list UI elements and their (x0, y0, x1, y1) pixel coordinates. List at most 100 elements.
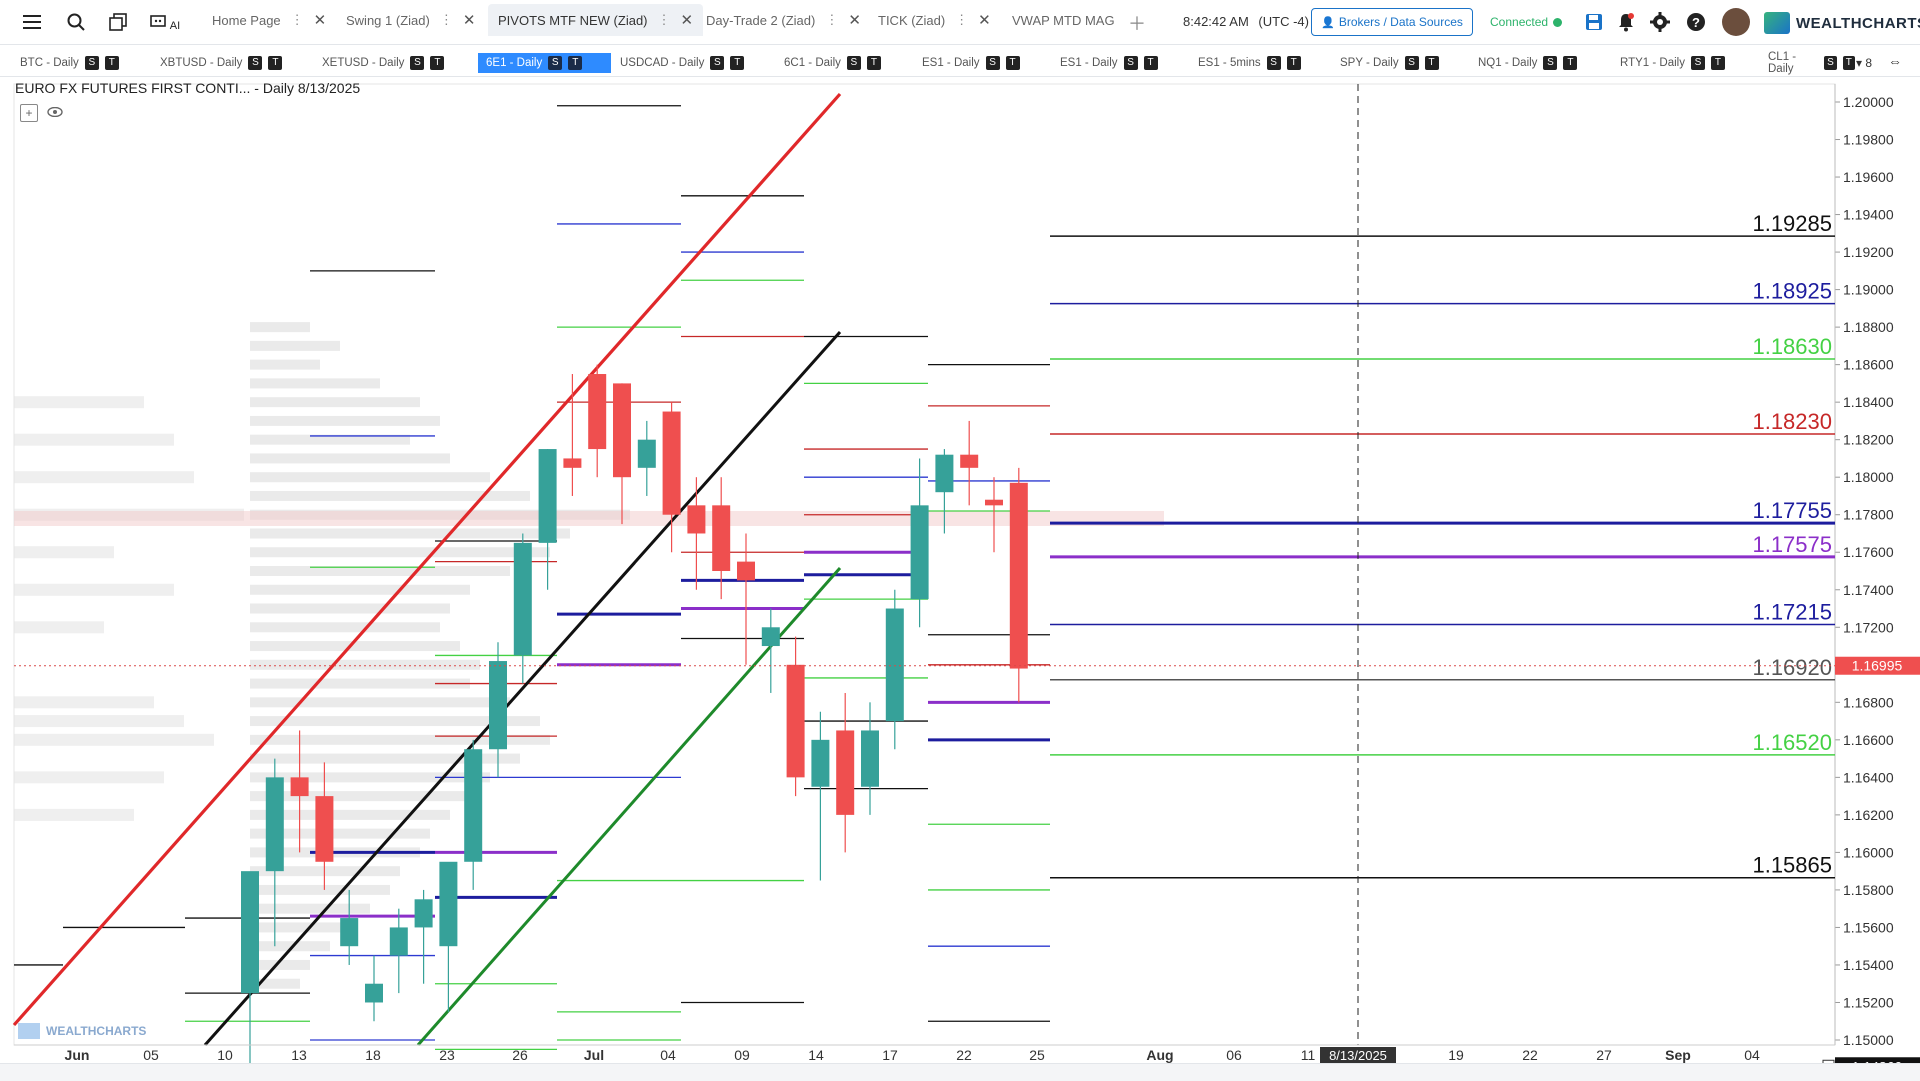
search-icon[interactable] (62, 8, 90, 36)
symbol-settings-badge[interactable]: S (1123, 56, 1138, 70)
symbol-tab[interactable]: RTY1 - Daily S T (1612, 53, 1742, 73)
y-tick-label: 1.16600 (1843, 732, 1894, 748)
brokers-data-sources-button[interactable]: 👤 Brokers / Data Sources (1311, 8, 1473, 36)
candle-body (464, 749, 483, 862)
symbol-trade-badge[interactable]: T (730, 56, 745, 70)
y-tick-label: 1.20000 (1843, 94, 1894, 110)
bell-icon[interactable] (1614, 10, 1638, 34)
price-chart[interactable]: 1.20000 1.19800 1.19600 1.19400 1.19200 1.190… (0, 80, 1920, 1063)
close-icon[interactable]: ✕ (462, 12, 476, 29)
x-axis: Jun 05 10 13 18 23 26 Jul 04 09 14 17 22 25 Aug 06 11 19 2… (14, 1044, 1835, 1063)
tab-home-page[interactable]: Home Page ⋮ ✕ (202, 4, 336, 36)
symbol-trade-badge[interactable]: T (568, 56, 583, 70)
tab-menu-icon[interactable]: ⋮ (439, 12, 453, 27)
connection-status-label: Connected (1490, 15, 1549, 29)
close-icon[interactable]: ✕ (680, 12, 694, 29)
add-tab-icon[interactable]: ＋ (1128, 14, 1146, 34)
symbol-tab[interactable]: ES1 - 5mins S T (1190, 53, 1320, 73)
symbol-settings-badge[interactable]: S (846, 56, 861, 70)
symbol-settings-badge[interactable]: S (1404, 56, 1419, 70)
connection-status: Connected (1490, 15, 1563, 29)
crosshair-price-tag (1835, 1057, 1920, 1063)
symbol-settings-badge[interactable]: S (1543, 56, 1558, 70)
volume-profile-bar (250, 641, 460, 652)
candle-body (315, 796, 334, 862)
gear-icon[interactable] (1648, 10, 1672, 34)
layouts-icon[interactable] (104, 8, 132, 36)
symbol-tab[interactable]: XBTUSD - Daily S T (152, 53, 292, 73)
candle (265, 758, 284, 947)
symbol-trade-badge[interactable]: T (1005, 56, 1020, 70)
candle (290, 730, 309, 853)
candle (637, 420, 656, 496)
symbol-trade-badge[interactable]: T (104, 56, 119, 70)
symbol-tab[interactable]: BTC - Daily S T (12, 53, 130, 73)
tab-day-trade-2[interactable]: Day-Trade 2 (Ziad) ⋮ ✕ (696, 4, 871, 36)
symbol-tab[interactable]: NQ1 - Daily S T (1470, 53, 1590, 73)
symbol-trade-badge[interactable]: T (1842, 56, 1856, 70)
symbol-tab[interactable]: 6E1 - Daily S T (478, 53, 611, 73)
candle-body (365, 983, 383, 1003)
tab-pivots-mtf-new[interactable]: PIVOTS MTF NEW (Ziad) ⋮ ✕ (488, 4, 704, 36)
symbol-settings-badge[interactable]: S (985, 56, 1000, 70)
volume-profile-bar (250, 322, 310, 333)
close-icon[interactable]: ✕ (848, 12, 861, 29)
y-tick-label: 1.15000 (1843, 1032, 1894, 1048)
ai-assistant-icon[interactable]: AI (148, 8, 182, 36)
symbol-trade-badge[interactable]: T (430, 56, 445, 70)
candle (538, 449, 557, 590)
tab-menu-icon[interactable]: ⋮ (825, 12, 839, 27)
y-tick-label: 1.19200 (1843, 244, 1894, 260)
symbol-tab[interactable]: XETUSD - Daily S T (314, 53, 459, 73)
pivot-label: 1.19285 (1752, 211, 1832, 236)
volume-profile-bar (250, 716, 540, 727)
save-icon[interactable] (1582, 10, 1606, 34)
candle-body (662, 411, 681, 515)
close-icon[interactable]: ✕ (978, 12, 991, 29)
help-icon[interactable]: ? (1684, 10, 1708, 34)
tab-vwap-mtd[interactable]: VWAP MTD MAG (1002, 4, 1114, 36)
tab-tick[interactable]: TICK (Ziad) ⋮ ✕ (868, 4, 1001, 36)
symbol-overflow-count[interactable]: ▾ 8 (1856, 56, 1873, 70)
last-price-label: 1.16995 (1852, 658, 1903, 674)
symbol-trade-badge[interactable]: T (866, 56, 881, 70)
expand-icon[interactable]: ⇔ (1888, 53, 1902, 69)
symbol-trade-badge[interactable]: T (1424, 56, 1439, 70)
volume-profile-bar (250, 678, 470, 689)
avatar[interactable] (1722, 8, 1750, 36)
symbol-settings-badge[interactable]: S (1690, 56, 1705, 70)
channel-line (416, 567, 842, 1046)
symbol-settings-badge[interactable]: S (410, 56, 425, 70)
symbol-settings-badge[interactable]: S (248, 56, 263, 70)
candle (340, 889, 359, 965)
symbol-tab[interactable]: CL1 - Daily S T (1760, 51, 1856, 75)
symbol-tab-label: ES1 - Daily (922, 57, 980, 69)
x-tick-label: 04 (660, 1047, 676, 1063)
close-icon[interactable]: ✕ (313, 12, 327, 29)
symbol-trade-badge[interactable]: T (268, 56, 283, 70)
eye-icon[interactable] (46, 104, 64, 120)
symbol-settings-badge[interactable]: S (1266, 56, 1281, 70)
symbol-trade-badge[interactable]: T (1710, 56, 1725, 70)
tab-menu-icon[interactable]: ⋮ (955, 12, 969, 27)
symbol-settings-badge[interactable]: S (84, 56, 99, 70)
channel-line (203, 331, 842, 1046)
tab-swing-1[interactable]: Swing 1 (Ziad) ⋮ ✕ (336, 4, 485, 36)
symbol-settings-badge[interactable]: S (710, 56, 725, 70)
symbol-settings-badge[interactable]: S (1824, 56, 1837, 70)
candle-body (836, 730, 855, 815)
add-indicator-icon[interactable]: + (20, 104, 38, 122)
symbol-trade-badge[interactable]: T (1286, 56, 1301, 70)
symbol-trade-badge[interactable]: T (1143, 56, 1158, 70)
symbol-tab[interactable]: SPY - Daily S T (1332, 53, 1452, 73)
symbol-tab[interactable]: 6C1 - Daily S T (776, 53, 896, 73)
candle-body (712, 505, 731, 571)
menu-icon[interactable] (18, 8, 46, 36)
tab-menu-icon[interactable]: ⋮ (657, 12, 671, 27)
symbol-trade-badge[interactable]: T (1563, 56, 1578, 70)
symbol-tab[interactable]: ES1 - Daily S T (914, 53, 1034, 73)
symbol-settings-badge[interactable]: S (548, 56, 563, 70)
tab-menu-icon[interactable]: ⋮ (290, 12, 304, 27)
symbol-tab[interactable]: USDCAD - Daily S T (612, 53, 757, 73)
symbol-tab[interactable]: ES1 - Daily S T (1052, 53, 1172, 73)
